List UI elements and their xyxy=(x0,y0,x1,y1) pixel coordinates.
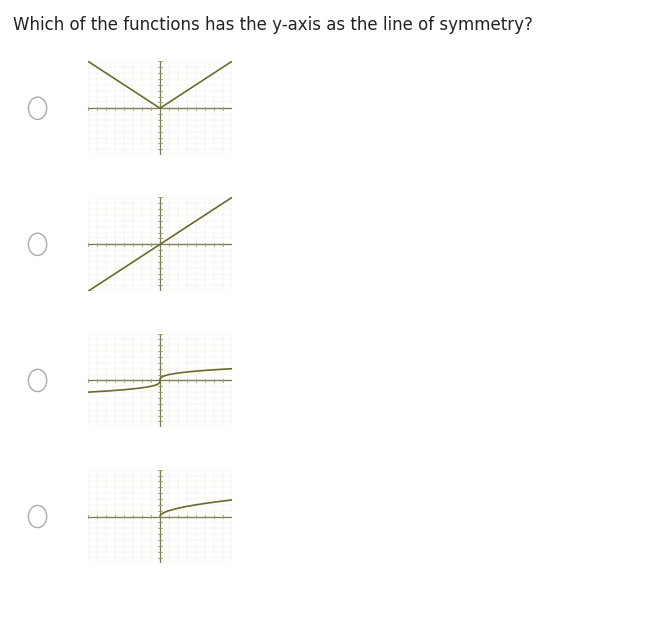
Text: Which of the functions has the y-axis as the line of symmetry?: Which of the functions has the y-axis as… xyxy=(13,16,533,34)
